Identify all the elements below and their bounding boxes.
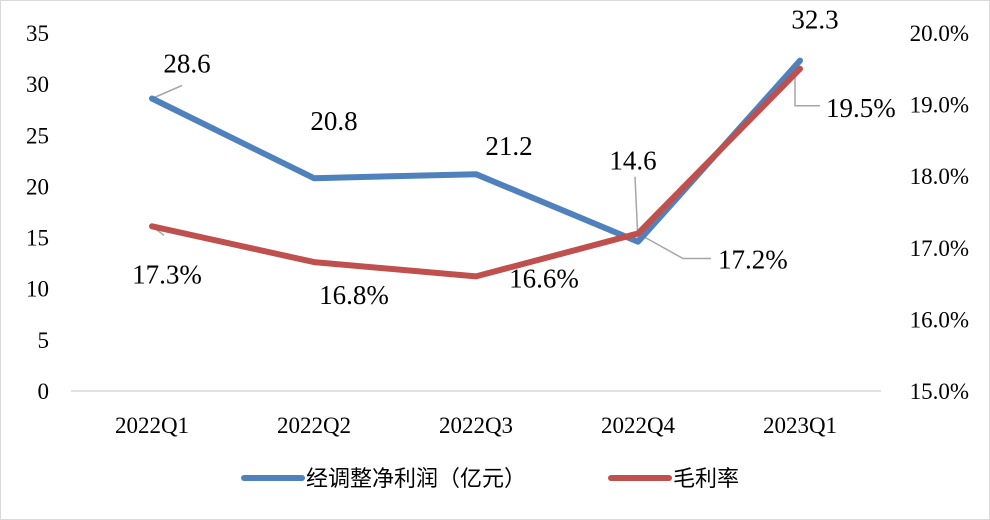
y-left-tick-label: 35 [26, 21, 49, 46]
data-label-gross-margin: 16.8% [319, 280, 389, 310]
data-labels: 28.6 20.8 21.2 14.6 32.3 17.3% 16.8% 16.6% 17.2%… [132, 5, 896, 311]
label-leader-lines [151, 73, 820, 260]
label-leader-line [637, 232, 711, 260]
series-line-net-profit [149, 57, 803, 245]
series-lines [149, 57, 803, 280]
y-right-tick-label: 16.0% [910, 307, 969, 332]
data-label-net-profit: 20.8 [310, 106, 357, 136]
data-label-net-profit: 28.6 [163, 48, 210, 78]
x-tick-label: 2023Q1 [763, 413, 837, 438]
x-tick-label: 2022Q4 [601, 413, 676, 438]
tick-labels: 0 5 10 15 20 25 30 35 15.0% 16.0% 17.0% 18.0% 19.0% 2… [26, 21, 969, 438]
y-right-tick-label: 17.0% [910, 236, 969, 261]
y-left-tick-label: 10 [26, 277, 49, 302]
y-left-tick-label: 0 [38, 379, 50, 404]
x-tick-label: 2022Q3 [439, 413, 513, 438]
y-right-tick-label: 20.0% [910, 21, 969, 46]
label-leader-line [794, 73, 820, 107]
data-label-gross-margin: 19.5% [826, 93, 896, 123]
y-left-tick-label: 15 [26, 226, 49, 251]
series-line-gross-margin [149, 65, 803, 280]
data-label-net-profit: 21.2 [485, 131, 532, 161]
y-right-tick-label: 18.0% [910, 164, 969, 189]
data-label-gross-margin: 16.6% [509, 263, 579, 293]
data-label-gross-margin: 17.2% [718, 244, 788, 274]
y-right-tick-label: 15.0% [910, 379, 969, 404]
x-tick-label: 2022Q2 [277, 413, 351, 438]
legend: 经调整净利润（亿元） 毛利率 [241, 467, 739, 492]
data-label-net-profit: 14.6 [609, 146, 656, 176]
data-label-gross-margin: 17.3% [132, 259, 202, 289]
y-right-tick-label: 19.0% [910, 93, 969, 118]
y-left-tick-label: 25 [26, 123, 49, 148]
data-label-net-profit: 32.3 [791, 5, 838, 35]
y-left-tick-label: 5 [38, 328, 50, 353]
legend-label-gross-margin: 毛利率 [673, 467, 739, 492]
x-tick-label: 2022Q1 [115, 413, 189, 438]
y-left-tick-label: 30 [26, 72, 49, 97]
y-left-tick-label: 20 [26, 174, 49, 199]
legend-label-net-profit: 经调整净利润（亿元） [306, 467, 526, 492]
label-leader-line [151, 84, 183, 100]
